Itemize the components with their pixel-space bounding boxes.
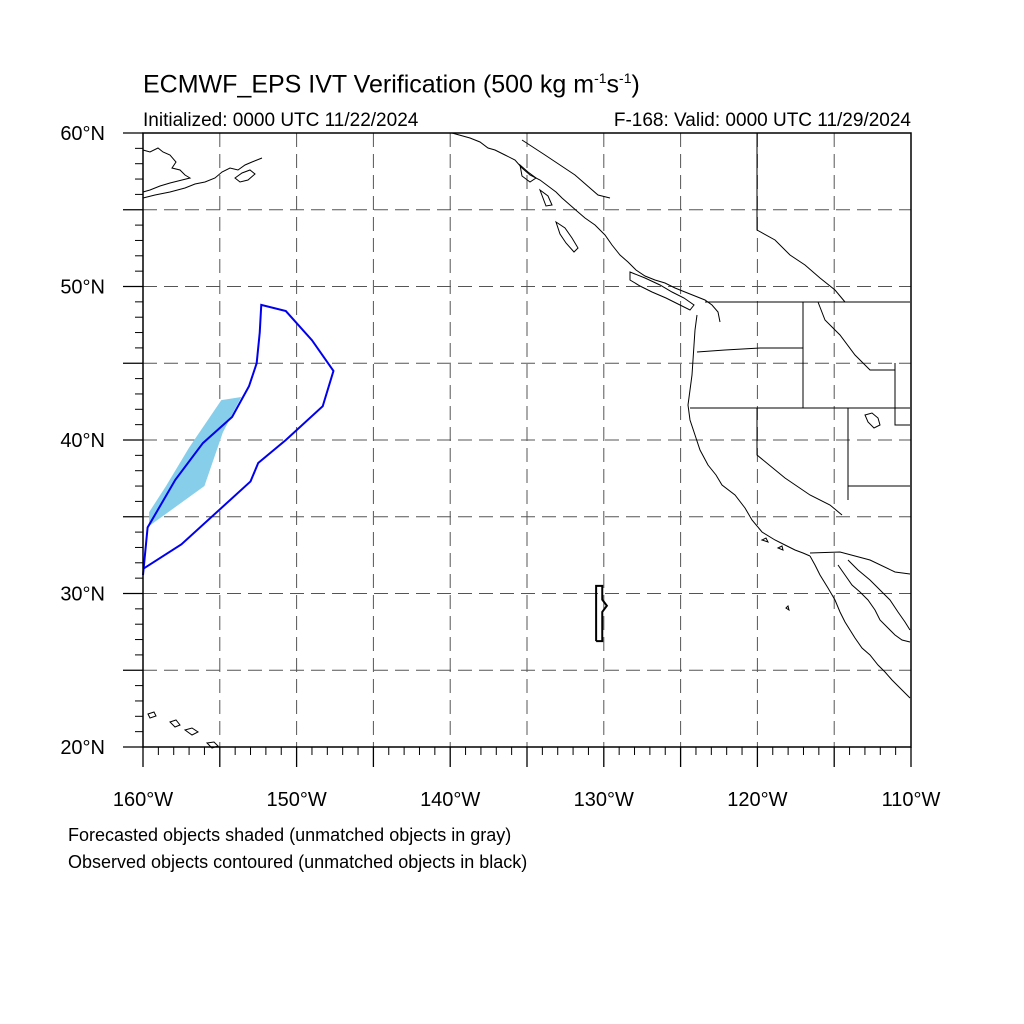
lat-label: 60°N xyxy=(60,123,105,145)
channel-islands xyxy=(760,537,790,612)
haida-gwaii xyxy=(555,220,579,253)
idaho-mt-border xyxy=(817,301,895,371)
lon-label: 110°W xyxy=(882,789,941,811)
init-time-label: Initialized: 0000 UTC 11/22/2024 xyxy=(143,110,419,131)
axis-labels: 160°W 150°W 140°W 130°W 120°W 110°W 60°N 50°N 40… xyxy=(60,123,940,811)
alaska-peninsula xyxy=(142,157,263,199)
bc-yukon-border xyxy=(521,139,611,199)
axis-ticks xyxy=(123,132,912,767)
bc-islands xyxy=(519,163,553,207)
mexico-mainland xyxy=(847,559,911,631)
observed-object-matched xyxy=(142,303,335,576)
observed-object-unmatched xyxy=(595,584,609,643)
coastlines xyxy=(142,132,911,749)
forecast-object-shaded xyxy=(149,397,242,526)
lon-label: 120°W xyxy=(727,789,787,811)
montana-wy xyxy=(894,363,910,426)
lat-label: 50°N xyxy=(60,277,105,299)
us-west-coast xyxy=(687,314,811,557)
great-salt-lake xyxy=(864,412,881,429)
observed-objects xyxy=(142,303,609,643)
gulf-of-alaska-coast xyxy=(451,132,721,323)
vancouver-island xyxy=(629,271,695,311)
lon-label: 160°W xyxy=(113,789,173,811)
lat-label: 40°N xyxy=(60,430,105,452)
bc-alberta-border xyxy=(756,133,846,303)
ca-nv-border xyxy=(756,408,843,516)
alaska-coast-west xyxy=(142,147,192,193)
kodiak-island xyxy=(234,169,256,183)
lat-label: 30°N xyxy=(60,584,105,606)
baja-east-coast xyxy=(837,564,911,643)
us-mexico-border xyxy=(809,551,911,575)
lat-label: 20°N xyxy=(60,737,105,759)
forecast-objects xyxy=(149,397,242,526)
forecast-legend-note: Forecasted objects shaded (unmatched obj… xyxy=(68,825,512,845)
graticule-grid xyxy=(143,133,911,747)
chart-title: ECMWF_EPS IVT Verification (500 kg m-1s-… xyxy=(143,70,640,99)
baja-california xyxy=(809,555,911,699)
lon-label: 140°W xyxy=(420,789,480,811)
wa-or-border xyxy=(696,347,803,353)
valid-time-label: F-168: Valid: 0000 UTC 11/29/2024 xyxy=(613,110,911,131)
observed-legend-note: Observed objects contoured (unmatched ob… xyxy=(68,852,528,872)
lon-label: 130°W xyxy=(574,789,634,811)
hawaii-islands xyxy=(147,711,219,749)
lon-label: 150°W xyxy=(266,789,326,811)
